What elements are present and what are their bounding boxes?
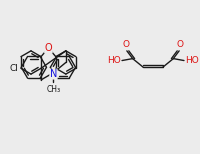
Text: HO: HO	[185, 56, 199, 65]
Text: O: O	[122, 40, 129, 49]
Text: O: O	[45, 43, 52, 53]
Text: O: O	[177, 40, 184, 49]
Text: HO: HO	[107, 56, 121, 65]
Text: N: N	[50, 69, 57, 79]
Text: Cl: Cl	[9, 64, 18, 73]
Text: CH₃: CH₃	[46, 85, 61, 94]
